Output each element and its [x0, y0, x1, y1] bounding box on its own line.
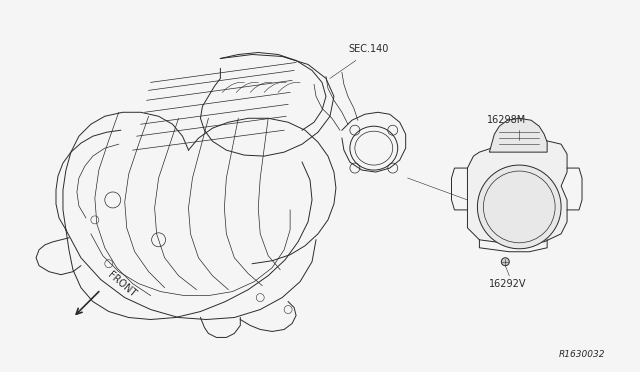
Polygon shape: [490, 118, 547, 152]
Text: 16292V: 16292V: [490, 279, 527, 289]
Text: 16298M: 16298M: [488, 115, 527, 125]
Circle shape: [501, 258, 509, 266]
Text: R1630032: R1630032: [559, 350, 605, 359]
Polygon shape: [467, 140, 567, 244]
Text: SEC.140: SEC.140: [348, 44, 388, 54]
Circle shape: [477, 165, 561, 249]
Text: FRONT: FRONT: [106, 270, 138, 299]
